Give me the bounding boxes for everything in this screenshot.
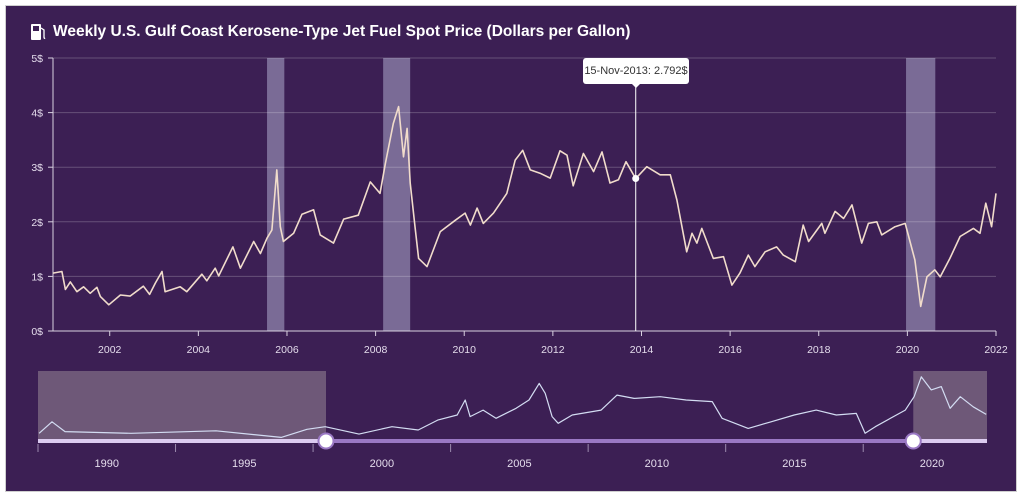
x-tick-label: 2022 (984, 344, 1008, 356)
navigator-right-thumb[interactable] (904, 432, 922, 450)
x-tick-label: 2020 (896, 344, 920, 356)
navigator-left-thumb[interactable] (317, 432, 335, 450)
navigator-tick-label: 2005 (507, 458, 531, 470)
x-tick-label: 2012 (541, 344, 565, 356)
chart-title-text: Weekly U.S. Gulf Coast Kerosene-Type Jet… (53, 23, 631, 40)
chart-title: Weekly U.S. Gulf Coast Kerosene-Type Jet… (30, 22, 630, 42)
x-tick-label: 2014 (630, 344, 654, 356)
fuel-pump-icon (31, 24, 46, 40)
y-tick-label: 3$ (31, 162, 43, 174)
y-tick-label: 4$ (31, 108, 43, 120)
navigator-unselected-left (38, 371, 327, 441)
price-line (52, 105, 997, 308)
x-tick-label: 2010 (453, 344, 477, 356)
y-tick-label: 1$ (31, 271, 43, 283)
navigator-tick-label: 2020 (920, 458, 944, 470)
x-tick-label: 2002 (98, 344, 122, 356)
shaded-band-1 (383, 58, 411, 331)
shaded-band-0 (267, 58, 285, 331)
x-tick-label: 2006 (275, 344, 299, 356)
x-tick-label: 2016 (718, 344, 742, 356)
y-tick-label: 2$ (31, 217, 43, 229)
x-tick-label: 2018 (807, 344, 831, 356)
navigator-tick-label: 2010 (645, 458, 669, 470)
navigator-tick-label: 2000 (370, 458, 394, 470)
shaded-band-2 (906, 58, 936, 331)
navigator-tick-label: 1995 (232, 458, 256, 470)
navigator-line (38, 376, 987, 438)
y-tick-label: 5$ (31, 53, 43, 65)
navigator-tick-label: 1990 (95, 458, 119, 470)
x-tick-label: 2004 (187, 344, 211, 356)
navigator-tick-label: 2015 (782, 458, 806, 470)
tooltip: 15-Nov-2013: 2.792$ (583, 58, 689, 88)
y-tick-label: 0$ (31, 326, 43, 338)
tooltip-text: 15-Nov-2013: 2.792$ (584, 65, 688, 77)
tooltip-marker (632, 175, 640, 183)
x-tick-label: 2008 (364, 344, 388, 356)
